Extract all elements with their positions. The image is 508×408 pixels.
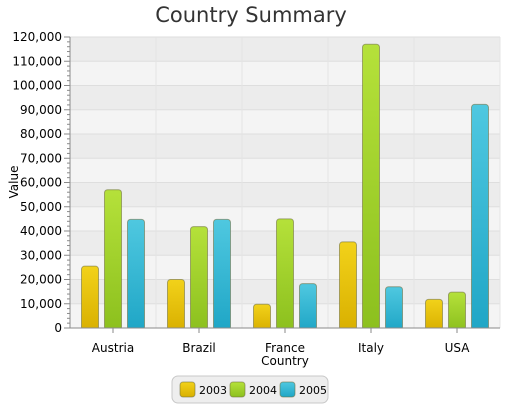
legend-swatch-2003: [179, 381, 196, 398]
y-tick-label: 100,000: [12, 79, 62, 93]
bar-france-2005: [299, 283, 317, 331]
bar-italy-2005: [385, 286, 403, 331]
bar-brazil-2003: [167, 279, 185, 331]
bar-austria-2004: [104, 189, 122, 331]
y-tick-label: 120,000: [12, 30, 62, 44]
bar-italy-2004: [362, 43, 380, 331]
y-axis-label: Value: [7, 166, 21, 199]
y-tick-label: 20,000: [20, 273, 62, 287]
x-axis-label: Country: [261, 354, 309, 368]
y-tick-label: 30,000: [20, 248, 62, 262]
y-tick-label: 70,000: [20, 151, 62, 165]
bar-austria-2003: [81, 265, 99, 331]
bar-france-2003: [253, 303, 271, 331]
bar-brazil-2004: [190, 226, 208, 331]
y-tick-label: 60,000: [20, 176, 62, 190]
legend: 2003 2004 2005: [171, 375, 329, 404]
legend-label: 2004: [249, 384, 277, 397]
y-axis: 0 10,000 20,000 30,000 40,000 50,000 60,000 70,…: [12, 30, 71, 335]
y-tick-label: 40,000: [20, 224, 62, 238]
bar-usa-2003: [425, 298, 443, 331]
y-tick-label: 50,000: [20, 200, 62, 214]
bar-italy-2003: [339, 241, 357, 331]
x-tick-label: USA: [445, 341, 471, 355]
x-tick-label: Brazil: [182, 341, 216, 355]
legend-label: 2003: [199, 384, 227, 397]
y-tick-label: 90,000: [20, 103, 62, 117]
legend-swatch-2005: [279, 381, 296, 398]
bar-usa-2004: [448, 291, 466, 331]
chart-title: Country Summary: [155, 3, 347, 27]
bar-usa-2005: [471, 103, 489, 331]
y-tick-label: 110,000: [12, 54, 62, 68]
bar-brazil-2005: [213, 218, 231, 331]
y-tick-label: 10,000: [20, 297, 62, 311]
bar-austria-2005: [127, 218, 145, 331]
legend-label: 2005: [299, 384, 327, 397]
legend-swatch-2004: [229, 381, 246, 398]
x-tick-label: Austria: [92, 341, 134, 355]
x-axis: Austria Brazil France Italy USA: [70, 327, 500, 355]
bar-france-2004: [276, 218, 294, 331]
y-tick-label: 80,000: [20, 127, 62, 141]
bars: [70, 43, 500, 331]
x-tick-label: France: [265, 341, 305, 355]
x-tick-label: Italy: [358, 341, 384, 355]
y-tick-label: 0: [54, 321, 62, 335]
